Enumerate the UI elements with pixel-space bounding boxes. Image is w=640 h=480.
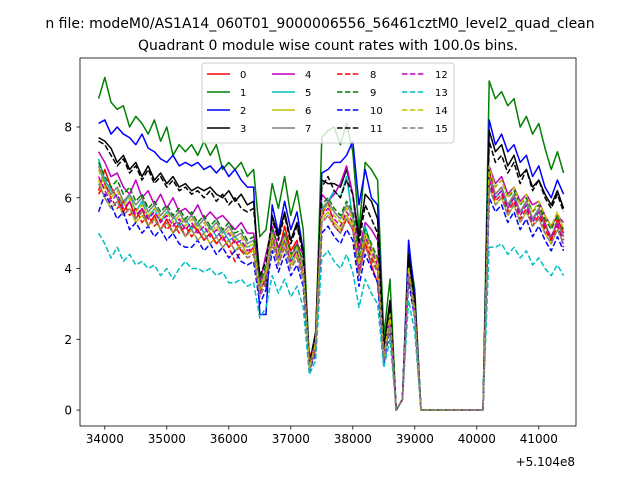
- legend-label-15: 15: [435, 124, 448, 135]
- x-tick-label: 41000: [520, 432, 558, 446]
- x-tick-label: 37000: [272, 432, 310, 446]
- legend-label-6: 6: [305, 106, 311, 117]
- legend-label-14: 14: [435, 106, 448, 117]
- x-offset-label: +5.104e8: [516, 455, 575, 469]
- legend-label-13: 13: [435, 88, 448, 99]
- legend-label-1: 1: [240, 88, 246, 99]
- figure-suptitle: n file: modeM0/AS1A14_060T01_9000006556_…: [45, 16, 594, 32]
- legend-label-5: 5: [305, 88, 311, 99]
- y-tick-label: 2: [64, 333, 72, 347]
- x-tick-label: 38000: [334, 432, 372, 446]
- legend-box: [201, 62, 455, 144]
- y-tick-label: 0: [64, 404, 72, 418]
- plot-area: 34000 35000 36000 37000 38000 39000 40000 41000…: [64, 57, 577, 446]
- x-tick-label: 36000: [210, 432, 248, 446]
- legend-label-8: 8: [370, 70, 376, 81]
- legend-label-7: 7: [305, 124, 311, 135]
- y-tick-label: 8: [64, 121, 72, 135]
- chart-title: Quadrant 0 module wise count rates with …: [138, 38, 518, 54]
- series-line-14: [97, 165, 565, 411]
- x-tick-label: 40000: [458, 432, 496, 446]
- legend-label-2: 2: [240, 106, 246, 117]
- axes-frame: [79, 57, 577, 427]
- y-tick-label: 6: [64, 191, 72, 205]
- legend-label-12: 12: [435, 70, 448, 81]
- x-tick-label: 35000: [148, 432, 186, 446]
- y-tick-label: 4: [64, 262, 72, 276]
- series-line-15: [97, 183, 565, 411]
- legend-label-10: 10: [370, 106, 383, 117]
- series-line-11: [98, 140, 565, 411]
- x-tick-label: 39000: [396, 432, 434, 446]
- legend-label-3: 3: [240, 124, 246, 135]
- legend-label-0: 0: [240, 70, 246, 81]
- x-tick-label: 34000: [86, 432, 124, 446]
- legend-label-4: 4: [305, 70, 311, 81]
- legend-label-11: 11: [370, 124, 383, 135]
- legend-label-9: 9: [370, 88, 376, 99]
